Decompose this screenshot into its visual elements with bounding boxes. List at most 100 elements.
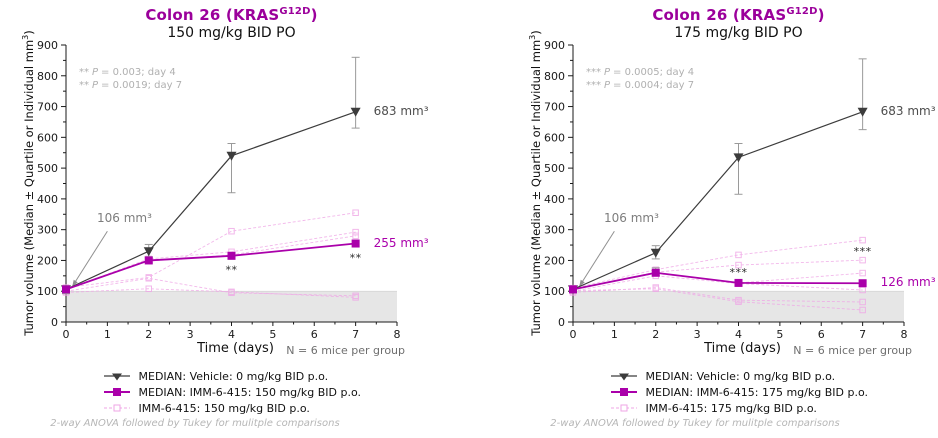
chart-title-text: Colon 26 (KRAS — [652, 6, 787, 24]
chart-subtitle: 175 mg/kg BID PO — [674, 25, 803, 41]
chart-panel-150: Colon 26 (KRASG12D) 150 mg/kg BID PO Tum… — [21, 6, 429, 429]
svg-text:4: 4 — [228, 328, 235, 341]
data-point-marker — [228, 288, 235, 296]
data-point-marker — [62, 285, 70, 294]
data-point-marker — [352, 209, 359, 216]
data-point-marker — [350, 107, 361, 117]
data-point-marker — [857, 107, 868, 117]
data-point-marker — [352, 232, 359, 240]
x-axis-label: Time (days) — [197, 341, 274, 356]
vehicle-final-volume-label: 683 mm³ — [880, 103, 936, 118]
svg-text:3: 3 — [694, 328, 701, 341]
chart-title: Colon 26 (KRASG12D) — [52, 6, 412, 24]
legend: MEDIAN: Vehicle: 0 mg/kg BID p.o. MEDIAN… — [102, 368, 392, 416]
legend-item-treatment-individual: IMM-6-415: 175 mg/kg BID p.o. — [609, 400, 899, 416]
data-point-marker — [145, 285, 152, 293]
data-point-marker — [227, 251, 236, 260]
svg-text:1: 1 — [611, 328, 618, 341]
svg-text:800: 800 — [544, 70, 565, 83]
svg-text:5: 5 — [776, 328, 783, 341]
legend-label: MEDIAN: IMM-6-415: 150 mg/kg BID p.o. — [138, 385, 362, 399]
data-point-marker — [569, 285, 577, 294]
data-point-marker — [733, 153, 744, 163]
svg-text:2: 2 — [145, 328, 152, 341]
svg-text:0: 0 — [51, 316, 58, 329]
svg-text:7: 7 — [352, 328, 359, 341]
baseline-volume-label: 106 mm³ — [97, 211, 152, 225]
title-superscript: G12D — [279, 6, 311, 17]
legend-item-vehicle-median: MEDIAN: Vehicle: 0 mg/kg BID p.o. — [102, 368, 392, 384]
chart-title-suffix: ) — [310, 6, 318, 24]
chart-subtitle: 150 mg/kg BID PO — [167, 25, 296, 41]
svg-text:500: 500 — [544, 162, 565, 175]
svg-text:8: 8 — [394, 328, 401, 341]
data-point-marker — [734, 278, 743, 287]
legend: MEDIAN: Vehicle: 0 mg/kg BID p.o. MEDIAN… — [609, 368, 899, 416]
title-superscript: G12D — [786, 6, 818, 17]
svg-text:600: 600 — [544, 131, 565, 144]
open-square-icon — [103, 404, 130, 412]
legend-item-treatment-median: MEDIAN: IMM-6-415: 150 mg/kg BID p.o. — [102, 384, 392, 400]
data-point-marker — [145, 275, 152, 282]
svg-text:***: *** — [854, 245, 872, 258]
data-point-marker — [735, 251, 742, 259]
pvalue-line: *** P = 0.0004; day 7 — [586, 80, 695, 91]
chart-panel-175: Colon 26 (KRASG12D) 175 mg/kg BID PO Tum… — [469, 0, 938, 438]
svg-text:0: 0 — [558, 316, 565, 329]
legend-item-vehicle-median: MEDIAN: Vehicle: 0 mg/kg BID p.o. — [609, 368, 899, 384]
triangle-down-icon — [103, 373, 130, 381]
treatment-final-volume-label: 255 mm³ — [373, 235, 429, 250]
pvalue-line: *** P = 0.0005; day 4 — [586, 67, 695, 78]
stats-method-note: 2-way ANOVA followed by Tukey for mulitp… — [50, 418, 340, 429]
svg-text:2: 2 — [652, 328, 659, 341]
start-arrow — [578, 230, 615, 287]
group-size-label: N = 6 mice per group — [286, 344, 405, 357]
series-vehicle — [61, 56, 361, 295]
data-point-marker — [352, 294, 359, 301]
baseline-volume-label: 106 mm³ — [604, 211, 659, 225]
svg-text:8: 8 — [901, 328, 908, 341]
legend-label: MEDIAN: Vehicle: 0 mg/kg BID p.o. — [645, 369, 836, 383]
start-arrow — [71, 230, 108, 287]
legend-item-treatment-median: MEDIAN: IMM-6-415: 175 mg/kg BID p.o. — [609, 384, 899, 400]
tick-labels: 0 100 200 300 400 500 600 700 800 900 0 1 2 3 4 5 6 7 8 — [544, 39, 908, 341]
svg-text:200: 200 — [37, 254, 58, 267]
series-median — [62, 239, 360, 295]
svg-text:6: 6 — [311, 328, 318, 341]
svg-text:700: 700 — [37, 101, 58, 114]
svg-text:0: 0 — [63, 328, 70, 341]
data-point-marker — [859, 306, 866, 314]
data-point-marker — [144, 256, 153, 265]
data-point-marker — [859, 286, 866, 294]
svg-text:100: 100 — [544, 285, 565, 298]
stats-method-note: 2-way ANOVA followed by Tukey for mulitp… — [550, 418, 840, 429]
svg-text:800: 800 — [37, 70, 58, 83]
svg-text:600: 600 — [37, 131, 58, 144]
svg-text:500: 500 — [37, 162, 58, 175]
pvalue-annotations: ** P = 0.003; day 4 ** P = 0.0019; day 7 — [79, 66, 182, 92]
chart-title-text: Colon 26 (KRAS — [145, 6, 280, 24]
chart-title-suffix: ) — [817, 6, 825, 24]
triangle-down-icon — [610, 373, 637, 381]
svg-text:***: *** — [730, 266, 748, 279]
legend-label: IMM-6-415: 175 mg/kg BID p.o. — [645, 401, 817, 415]
series-median — [569, 267, 867, 294]
svg-text:**: ** — [226, 263, 238, 276]
data-point-marker — [735, 261, 742, 269]
chart-title: Colon 26 (KRASG12D) — [559, 6, 919, 24]
legend-label: MEDIAN: IMM-6-415: 175 mg/kg BID p.o. — [645, 385, 869, 399]
data-point-marker — [859, 256, 866, 264]
data-point-marker — [228, 227, 235, 235]
data-point-marker — [652, 285, 659, 293]
vehicle-final-volume-label: 683 mm³ — [373, 103, 429, 118]
filled-square-icon — [610, 388, 637, 396]
pvalue-annotations: *** P = 0.0005; day 4 *** P = 0.0004; day 7 — [586, 66, 694, 92]
data-point-marker — [735, 298, 742, 305]
legend-label: MEDIAN: Vehicle: 0 mg/kg BID p.o. — [138, 369, 329, 383]
svg-text:5: 5 — [269, 328, 276, 341]
data-point-marker — [859, 236, 866, 244]
data-point-marker — [859, 298, 866, 306]
legend-item-treatment-individual: IMM-6-415: 150 mg/kg BID p.o. — [102, 400, 392, 416]
